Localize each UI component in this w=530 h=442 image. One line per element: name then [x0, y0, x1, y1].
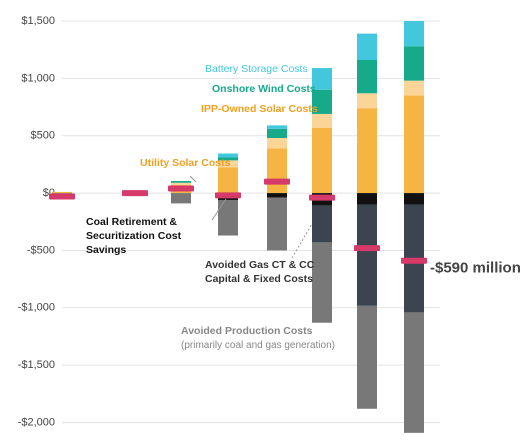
bar-segment: [171, 193, 191, 204]
bar-segment: [357, 193, 377, 205]
series-label: Coal Retirement & Securitization Cost Sa…: [86, 216, 182, 256]
bar-segment: [357, 108, 377, 194]
bar-segment: [404, 21, 424, 47]
series-label: Battery Storage Costs: [205, 63, 308, 75]
bar-segment: [267, 197, 287, 251]
bar-segment: [312, 205, 332, 243]
arrows: [189, 175, 313, 259]
y-tick-label: -$500: [27, 244, 55, 256]
net-marker: [49, 193, 75, 200]
net-marker: [215, 192, 241, 199]
net-marker: [401, 257, 427, 264]
bar-segment: [312, 89, 332, 114]
y-tick-label: -$1,500: [18, 359, 55, 371]
bar-segment: [218, 199, 238, 236]
bar-segment: [357, 93, 377, 109]
series-label: Avoided Gas CT & CC Capital & Fixed Cost…: [205, 259, 315, 285]
bar-segment: [218, 153, 238, 158]
bar-segment: [404, 46, 424, 81]
series-label: Utility Solar Costs: [140, 157, 231, 169]
bar-segment: [357, 204, 377, 306]
bar-segment: [267, 138, 287, 149]
bar-segment: [404, 312, 424, 433]
bar-segment: [357, 60, 377, 94]
y-tick-label: $1,500: [21, 15, 55, 27]
bar-segment: [267, 125, 287, 129]
bar-segment: [267, 148, 287, 194]
bar-segment: [312, 68, 332, 90]
bar-segment: [52, 191, 72, 194]
bar-segment: [171, 181, 191, 183]
series-label: Avoided Production Costs: [181, 325, 313, 337]
bar-segment: [404, 95, 424, 194]
bar-segment: [357, 305, 377, 409]
bar-segment: [267, 128, 287, 139]
bar-segment: [218, 160, 238, 168]
arrow: [291, 223, 313, 259]
net-marker: [309, 194, 335, 201]
net-marker: [122, 190, 148, 197]
annotation: (primarily coal and gas generation): [181, 340, 335, 351]
bar-segment: [312, 242, 332, 323]
arrow: [211, 198, 227, 221]
net-marker: [264, 178, 290, 185]
arrow: [189, 175, 197, 183]
series-label: IPP-Owned Solar Costs: [201, 103, 318, 115]
series-label: Onshore Wind Costs: [212, 83, 316, 95]
bars: -$590 million: [49, 21, 521, 433]
bar-segment: [218, 157, 238, 161]
y-tick-label: -$2,000: [18, 416, 55, 428]
y-tick-label: -$1,000: [18, 302, 55, 314]
y-tick-label: $1,000: [21, 72, 55, 84]
y-tick-label: $500: [31, 130, 55, 142]
bar-segment: [267, 193, 287, 198]
bar-segment: [404, 80, 424, 96]
bar-segment: [404, 193, 424, 205]
bar-segment: [218, 167, 238, 194]
net-label: -$590 million: [430, 260, 521, 277]
bar-segment: [357, 33, 377, 61]
net-marker: [168, 185, 194, 192]
net-marker: [354, 245, 380, 252]
bar-segment: [312, 113, 332, 128]
bar-segment: [171, 182, 191, 186]
bar-segment: [312, 127, 332, 194]
